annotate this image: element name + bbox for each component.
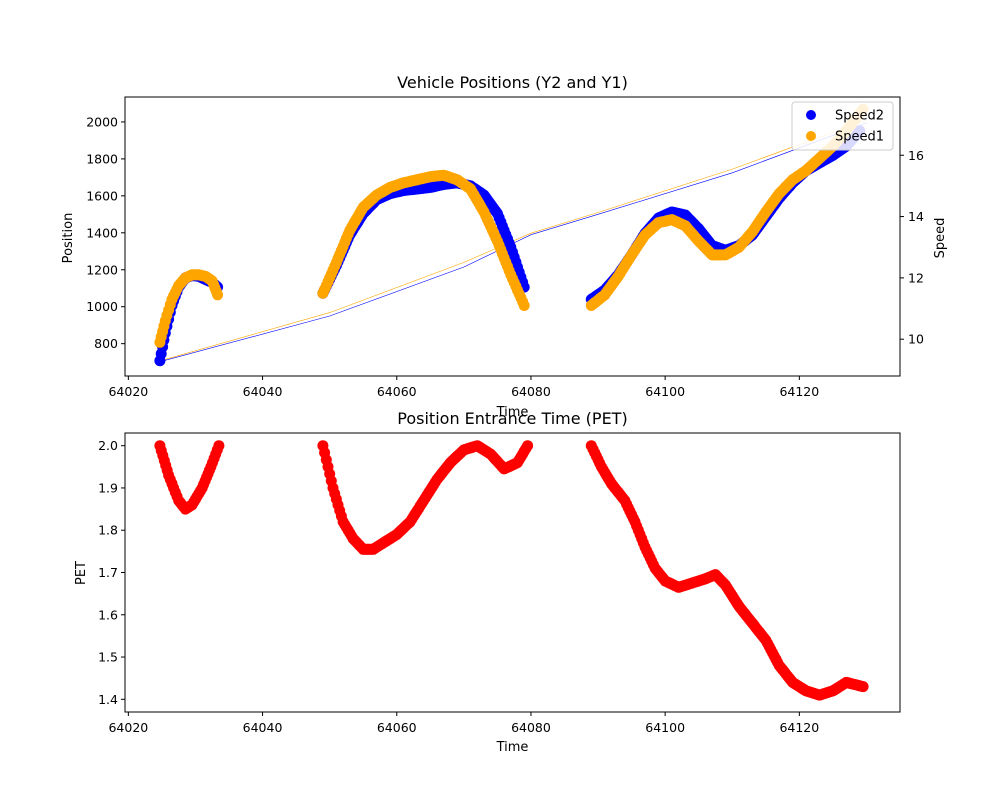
data-point [212, 289, 224, 301]
data-point [518, 300, 530, 311]
position-line-y1 [161, 119, 867, 361]
y-tick-label: 1800 [86, 151, 118, 166]
position-line-y2 [161, 122, 867, 362]
x-tick-label: 64080 [511, 384, 551, 399]
legend-marker [806, 131, 816, 141]
x-tick-label: 64120 [779, 720, 819, 735]
x-tick-label: 64080 [511, 720, 551, 735]
x-tick-label: 64040 [243, 384, 283, 399]
x-tick-label: 64020 [108, 384, 148, 399]
y-tick-label: 1.4 [98, 692, 118, 707]
data-point [213, 440, 225, 452]
x-tick-label: 64040 [243, 720, 283, 735]
chart2-data [154, 440, 869, 701]
chart2-plot: 64020 64040 64060 64080 64100 64120 1.4 1.5 1.6 1… [98, 432, 901, 735]
x-tick-label: 64060 [377, 384, 417, 399]
x-tick-label: 64060 [377, 720, 417, 735]
y-tick-label: 800 [94, 336, 118, 351]
chart1-plot: 64020 64040 64060 64080 64100 64120 800 1000 120… [86, 96, 924, 399]
y2-tick-label: 14 [908, 209, 924, 224]
series-pet [154, 440, 869, 701]
legend-label: Speed1 [835, 130, 884, 145]
y-tick-label: 1.7 [98, 565, 118, 580]
y-tick-label: 1.8 [98, 523, 118, 538]
y-tick-label: 1200 [86, 262, 118, 277]
y2-tick-label: 10 [908, 332, 924, 347]
chart2-ylabel: PET [74, 561, 89, 585]
x-tick-label: 64100 [645, 384, 685, 399]
chart2-frame [124, 432, 901, 713]
data-point [857, 681, 869, 693]
y-tick-label: 2000 [86, 114, 118, 129]
x-tick-label: 64020 [108, 720, 148, 735]
x-tick-label: 64100 [645, 720, 685, 735]
legend: Speed2 Speed1 [791, 101, 894, 151]
chart2-xlabel: Time [496, 740, 529, 755]
data-point [522, 440, 534, 452]
plot-layer: 64020 64040 64060 64080 64100 64120 800 1000 120… [86, 96, 924, 735]
y-tick-label: 1000 [86, 299, 118, 314]
legend-box [791, 101, 894, 151]
legend-label: Speed2 [835, 109, 884, 124]
chart1-frame [124, 96, 901, 377]
y-tick-label: 2.0 [98, 438, 118, 453]
y-tick-label: 1600 [86, 188, 118, 203]
chart1-y2label: Speed [933, 218, 948, 259]
legend-marker [806, 110, 816, 120]
y-tick-label: 1.5 [98, 650, 118, 665]
y-tick-label: 1400 [86, 225, 118, 240]
y2-tick-label: 12 [908, 270, 924, 285]
chart2-title: Position Entrance Time (PET) [397, 409, 627, 428]
y-tick-label: 1.9 [98, 480, 118, 495]
chart1-xlabel: Time [496, 405, 529, 420]
y-tick-label: 1.6 [98, 607, 118, 622]
x-tick-label: 64120 [779, 384, 819, 399]
chart1-title: Vehicle Positions (Y2 and Y1) [397, 73, 628, 92]
y2-tick-label: 16 [908, 148, 924, 163]
chart1-ylabel: Position [61, 213, 76, 264]
